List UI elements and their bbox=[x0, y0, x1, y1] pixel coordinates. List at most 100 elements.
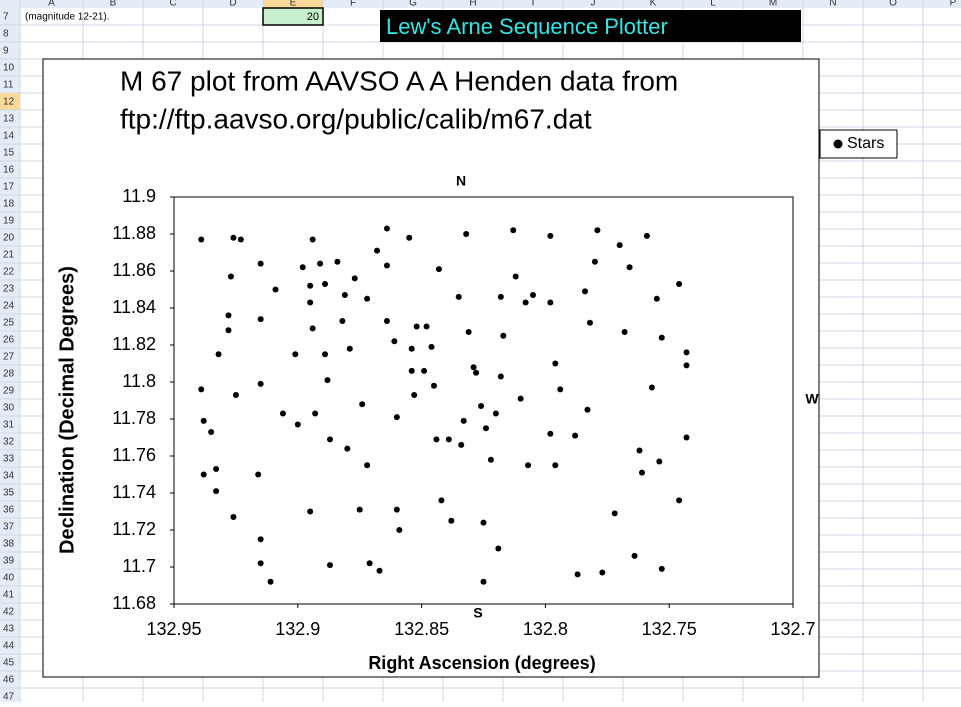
column-header[interactable]: E bbox=[290, 0, 297, 9]
star-point bbox=[230, 514, 237, 521]
row-header[interactable]: 35 bbox=[3, 488, 15, 499]
row-header[interactable]: 18 bbox=[3, 199, 15, 210]
row-header[interactable]: 17 bbox=[3, 182, 15, 193]
star-point bbox=[428, 343, 435, 350]
star-point bbox=[584, 406, 591, 413]
selected-cell[interactable] bbox=[262, 7, 324, 26]
star-point bbox=[208, 428, 215, 435]
star-point bbox=[591, 258, 598, 265]
star-point bbox=[492, 410, 499, 417]
row-header[interactable]: 11 bbox=[3, 80, 14, 91]
column-header[interactable]: A bbox=[48, 0, 55, 9]
row-header[interactable]: 20 bbox=[3, 233, 15, 244]
row-header[interactable]: 22 bbox=[3, 267, 15, 278]
column-header[interactable]: M bbox=[769, 0, 777, 9]
column-header[interactable]: H bbox=[469, 0, 476, 9]
plot-area bbox=[173, 196, 794, 605]
row-header[interactable]: 44 bbox=[3, 641, 15, 652]
row-header[interactable]: 34 bbox=[3, 471, 15, 482]
y-tick-label: 11.86 bbox=[112, 260, 156, 280]
row-header[interactable]: 43 bbox=[3, 624, 15, 635]
column-header[interactable]: K bbox=[650, 0, 657, 9]
row-header[interactable]: 30 bbox=[3, 403, 15, 414]
star-point bbox=[547, 299, 554, 306]
row-header[interactable]: 23 bbox=[3, 284, 15, 295]
row-header[interactable]: 46 bbox=[3, 675, 15, 686]
column-header[interactable]: O bbox=[889, 0, 897, 9]
star-point bbox=[547, 430, 554, 437]
star-point bbox=[572, 432, 579, 439]
row-header[interactable]: 31 bbox=[3, 420, 15, 431]
row-header[interactable]: 33 bbox=[3, 454, 15, 465]
star-point bbox=[393, 414, 400, 421]
row-header[interactable]: 41 bbox=[3, 590, 15, 601]
star-point bbox=[232, 391, 239, 398]
cell-a7[interactable]: (magnitude 12-21). bbox=[25, 12, 110, 23]
row-header[interactable]: 13 bbox=[3, 114, 15, 125]
x-tick-label: 132.8 bbox=[523, 619, 568, 639]
column-header[interactable]: F bbox=[350, 0, 356, 9]
star-point bbox=[512, 273, 519, 280]
row-header[interactable]: 27 bbox=[3, 352, 15, 363]
row-header[interactable]: 25 bbox=[3, 318, 15, 329]
row-header[interactable]: 7 bbox=[3, 12, 9, 23]
star-point bbox=[356, 506, 363, 513]
row-header[interactable]: 40 bbox=[3, 573, 15, 584]
column-header[interactable]: I bbox=[532, 0, 535, 9]
column-header[interactable]: G bbox=[409, 0, 417, 9]
row-header[interactable]: 8 bbox=[3, 29, 9, 40]
row-header[interactable]: 14 bbox=[3, 131, 15, 142]
row-header[interactable]: 15 bbox=[3, 148, 15, 159]
star-point bbox=[455, 293, 462, 300]
star-point bbox=[408, 367, 415, 374]
row-header[interactable]: 9 bbox=[3, 46, 9, 57]
chart-title: ftp://ftp.aavso.org/public/calib/m67.dat bbox=[120, 103, 592, 134]
row-header[interactable]: 45 bbox=[3, 658, 15, 669]
column-header[interactable]: J bbox=[591, 0, 596, 9]
row-header[interactable]: 26 bbox=[3, 335, 15, 346]
row-header[interactable]: 36 bbox=[3, 505, 15, 516]
star-point bbox=[658, 565, 665, 572]
star-point bbox=[215, 351, 222, 358]
row-header[interactable]: 19 bbox=[3, 216, 15, 227]
star-point bbox=[307, 508, 314, 515]
row-header[interactable]: 16 bbox=[3, 165, 15, 176]
row-header[interactable]: 47 bbox=[3, 692, 15, 703]
star-point bbox=[374, 247, 381, 254]
star-point bbox=[638, 469, 645, 476]
star-point bbox=[433, 436, 440, 443]
star-point bbox=[497, 293, 504, 300]
column-header[interactable]: N bbox=[829, 0, 836, 9]
column-header[interactable]: D bbox=[229, 0, 236, 9]
row-header[interactable]: 12 bbox=[3, 97, 15, 108]
column-header[interactable]: P bbox=[950, 0, 957, 9]
star-point bbox=[346, 345, 353, 352]
column-header[interactable]: C bbox=[169, 0, 176, 9]
star-point bbox=[334, 258, 341, 265]
row-header[interactable]: 32 bbox=[3, 437, 15, 448]
row-header[interactable]: 29 bbox=[3, 386, 15, 397]
row-header[interactable]: 24 bbox=[3, 301, 15, 312]
annotation: N bbox=[456, 173, 466, 189]
row-header[interactable]: 37 bbox=[3, 522, 15, 533]
column-header[interactable]: L bbox=[710, 0, 716, 9]
star-point bbox=[359, 401, 366, 408]
star-point bbox=[473, 369, 480, 376]
cell-e7[interactable]: 20 bbox=[307, 11, 319, 23]
column-header-selected bbox=[263, 0, 323, 8]
y-tick-label: 11.72 bbox=[112, 519, 156, 539]
star-point bbox=[257, 560, 264, 567]
row-header[interactable]: 42 bbox=[3, 607, 15, 618]
row-header[interactable]: 10 bbox=[3, 63, 15, 74]
star-point bbox=[309, 236, 316, 243]
row-header[interactable]: 21 bbox=[3, 250, 15, 261]
star-point bbox=[430, 382, 437, 389]
row-header[interactable]: 39 bbox=[3, 556, 15, 567]
column-header-bg bbox=[0, 0, 961, 8]
row-header[interactable]: 28 bbox=[3, 369, 15, 380]
column-header[interactable]: B bbox=[110, 0, 117, 9]
star-point bbox=[257, 260, 264, 267]
star-point bbox=[312, 410, 319, 417]
x-tick-label: 132.85 bbox=[394, 619, 449, 639]
row-header[interactable]: 38 bbox=[3, 539, 15, 550]
